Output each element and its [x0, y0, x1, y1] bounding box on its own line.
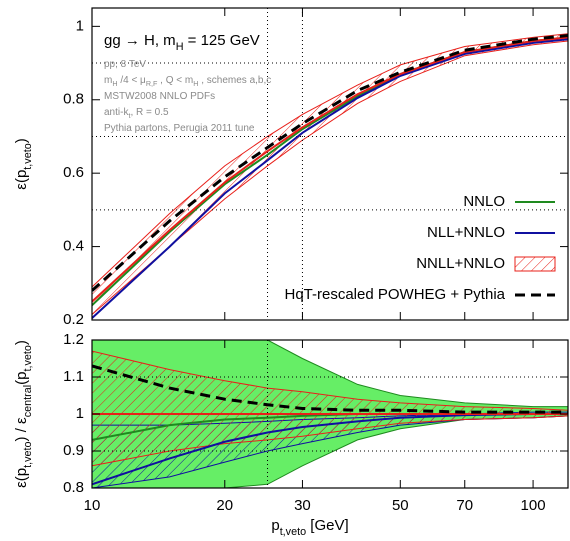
x-tick-label: 100 — [521, 497, 546, 514]
annotation: mH /4 < μR,F , Q < mH , schemes a,b,c — [104, 75, 271, 89]
y-axis-label-part: ε(p — [13, 170, 30, 190]
annotation: MSTW2008 NNLO PDFs — [104, 91, 215, 102]
annotation-part: H — [176, 41, 184, 53]
legend-label: NNLL+NNLO — [416, 255, 505, 272]
plot-area — [92, 8, 568, 320]
annotation-part: Pythia partons, Perugia 2011 tune — [104, 123, 255, 134]
y-axis-label-part: t,veto — [22, 441, 34, 467]
band-upper-edge — [92, 350, 568, 411]
annotation-part: = 125 GeV — [184, 32, 260, 49]
annotation-part: gg → H, m — [104, 32, 176, 49]
annotation: anti-kt, R = 0.5 — [104, 107, 169, 121]
annotation-part: pp, 8 TeV — [104, 59, 146, 70]
annotation-part: t — [128, 111, 130, 120]
x-axis-label-part: [GeV] — [306, 517, 349, 534]
x-axis-label: pt,veto [GeV] — [271, 517, 348, 538]
y-axis-label-part: t,veto — [22, 345, 34, 371]
series-line — [92, 38, 568, 319]
x-axis-label-part: t,veto — [280, 526, 306, 538]
annotation-part: R,F — [146, 79, 158, 88]
y-axis-label-part: ε(p — [13, 468, 30, 488]
plot-frame — [91, 7, 569, 321]
y-tick-label: 0.9 — [63, 442, 84, 459]
annotation-part: anti-k — [104, 107, 129, 118]
annotation-part: MSTW2008 NNLO PDFs — [104, 91, 215, 102]
band-lower-edge — [92, 415, 568, 467]
y-tick-label: 1.2 — [63, 331, 84, 348]
y-tick-label: 1 — [76, 405, 84, 422]
y-axis-label-part: central — [22, 385, 34, 417]
x-tick-label: 70 — [456, 497, 473, 514]
annotation: gg → H, mH = 125 GeV — [104, 32, 260, 53]
y-axis-label: ε(pt,veto) / εcentral(pt,veto) — [13, 340, 34, 488]
y-tick-label: 0.4 — [63, 238, 84, 255]
legend-label: HqT-rescaled POWHEG + Pythia — [285, 286, 506, 303]
band-lower-edge — [92, 40, 568, 315]
y-axis-label-part: (p — [13, 372, 30, 385]
series-line — [92, 36, 568, 303]
annotation-part: , schemes a,b,c — [198, 75, 271, 86]
legend-swatch — [514, 256, 556, 272]
series-line — [92, 364, 568, 414]
annotation: pp, 8 TeV — [104, 59, 146, 70]
x-tick-label: 50 — [392, 497, 409, 514]
y-axis-label-part: ) / ε — [13, 417, 30, 441]
y-tick-label: 1.1 — [63, 368, 84, 385]
y-tick-label: 0.8 — [63, 479, 84, 496]
y-tick-label: 0.6 — [63, 164, 84, 181]
x-tick-label: 10 — [84, 497, 101, 514]
y-axis-label: ε(pt,veto) — [13, 138, 34, 189]
annotation-part: H — [112, 79, 117, 88]
annotation-part: H — [193, 79, 198, 88]
x-tick-label: 30 — [294, 497, 311, 514]
annotation-part: m — [104, 75, 112, 86]
annotation: Pythia partons, Perugia 2011 tune — [104, 123, 255, 134]
y-tick-label: 1 — [76, 17, 84, 34]
legend-label: NNLO — [463, 193, 505, 210]
y-tick-label: 0.8 — [63, 91, 84, 108]
series-line — [92, 34, 568, 292]
plot-area — [92, 340, 568, 488]
annotation-part: /4 < μ — [118, 75, 147, 86]
x-tick-label: 20 — [216, 497, 233, 514]
band-upper-edge — [92, 33, 568, 288]
y-axis-label-part: t,veto — [22, 143, 34, 169]
y-axis-label-part: ) — [13, 138, 30, 143]
y-axis-label-part: ) — [13, 340, 30, 345]
y-tick-label: 0.2 — [63, 311, 84, 328]
legend-label: NLL+NNLO — [427, 224, 505, 241]
annotation-part: , R = 0.5 — [130, 107, 169, 118]
annotation-part: , Q < m — [157, 75, 193, 86]
band-upper-edge — [92, 340, 568, 408]
x-axis-label-part: p — [271, 517, 279, 534]
